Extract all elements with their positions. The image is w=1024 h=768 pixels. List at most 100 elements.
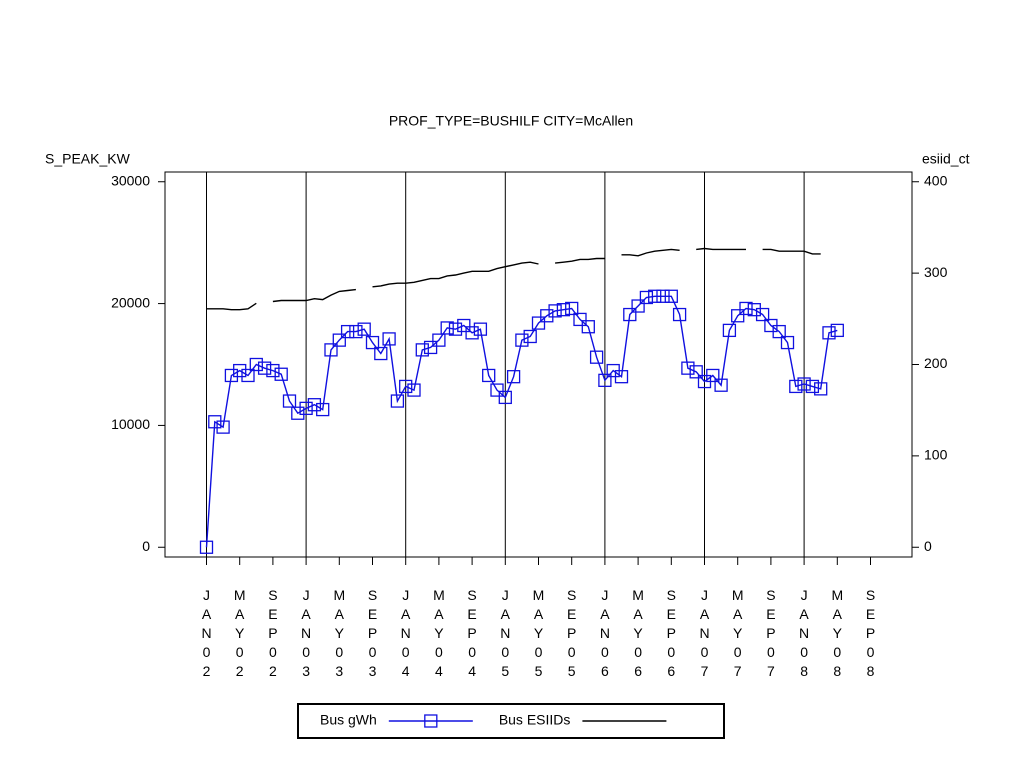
marker [249, 357, 263, 372]
marker [349, 324, 363, 339]
y-tick-label: 0 [142, 538, 150, 554]
y2-tick-label: 400 [924, 172, 948, 188]
marker [241, 368, 255, 383]
marker [307, 398, 322, 412]
marker [581, 320, 595, 334]
y-tick-label: 30000 [111, 172, 150, 188]
marker [515, 333, 529, 347]
marker [681, 361, 695, 375]
y2-tick-label: 200 [924, 355, 948, 371]
marker [473, 322, 488, 336]
marker [689, 365, 703, 379]
marker [573, 312, 587, 327]
y2-axis-label: esiid_ct [922, 151, 970, 167]
marker [448, 322, 463, 336]
marker [623, 307, 637, 322]
marker [755, 307, 770, 322]
marker [216, 420, 230, 434]
marker [266, 363, 280, 378]
marker [523, 329, 537, 344]
marker [747, 303, 761, 317]
legend-marker [424, 714, 438, 728]
marker [407, 383, 421, 397]
marker [324, 343, 338, 357]
marker [440, 321, 454, 335]
marker [490, 383, 504, 397]
marker [722, 323, 737, 338]
marker [274, 367, 288, 381]
marker [789, 379, 803, 394]
y2-tick-label: 0 [924, 538, 932, 554]
marker [731, 309, 745, 323]
marker [772, 324, 786, 339]
marker [656, 289, 670, 303]
chart-title: PROF_TYPE=BUSHILF CITY=McAllen [389, 113, 633, 129]
marker [357, 322, 371, 336]
marker [233, 363, 247, 378]
y-tick-label: 20000 [111, 294, 150, 310]
marker [672, 307, 687, 322]
marker [498, 390, 512, 405]
marker [631, 299, 645, 313]
marker [332, 333, 346, 347]
marker [365, 335, 380, 350]
marker [805, 379, 820, 394]
y-tick-label: 10000 [111, 416, 150, 432]
marker [374, 346, 388, 361]
marker [506, 370, 521, 384]
marker [830, 323, 844, 338]
marker [282, 394, 297, 408]
marker [482, 368, 496, 383]
marker [340, 324, 355, 339]
marker [465, 326, 479, 340]
marker [664, 289, 678, 303]
y2-tick-label: 100 [924, 447, 948, 463]
marker [540, 309, 554, 323]
marker [423, 340, 438, 355]
marker [556, 303, 571, 317]
marker [457, 318, 471, 333]
marker [822, 326, 836, 340]
marker [598, 373, 612, 387]
y2-tick-label: 300 [924, 264, 948, 280]
marker [780, 335, 795, 350]
marker [639, 290, 654, 305]
y-axis-label: S_PEAK_KW [45, 151, 131, 167]
marker [531, 316, 546, 330]
marker [291, 406, 305, 420]
marker [565, 301, 579, 316]
legend-label: Bus gWh [320, 712, 377, 728]
marker [382, 332, 396, 346]
marker [814, 382, 828, 396]
marker [797, 377, 811, 391]
marker [390, 394, 405, 408]
marker [199, 540, 214, 554]
marker [399, 379, 413, 394]
marker [257, 361, 272, 375]
marker [706, 368, 720, 383]
marker [648, 289, 662, 303]
series-line [207, 249, 838, 310]
legend-label: Bus ESIIDs [499, 712, 571, 728]
